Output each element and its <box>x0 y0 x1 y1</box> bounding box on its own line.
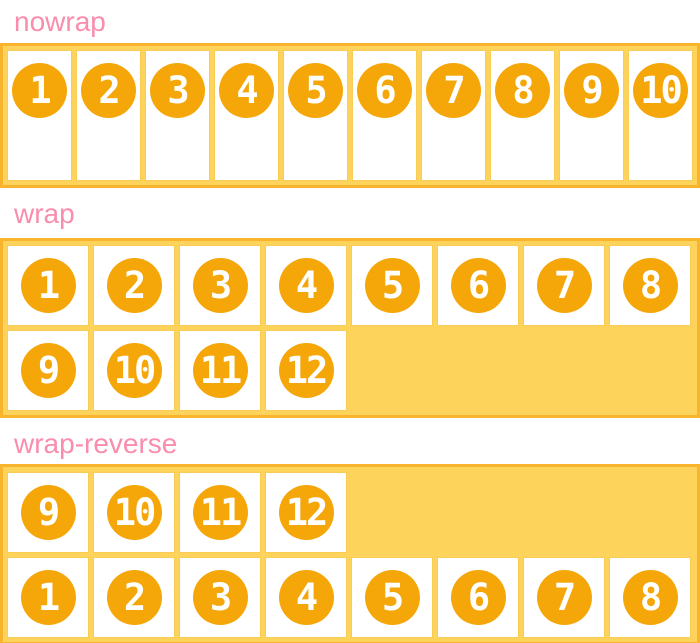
section-label-wrap-reverse: wrap-reverse <box>14 428 178 459</box>
item-number-circle: 4 <box>219 63 274 118</box>
item-number-circle: 9 <box>20 343 76 398</box>
flex-item-box: 7 <box>523 557 605 638</box>
section-nowrap: nowrap 1 2 3 4 5 6 7 8 9 10 <box>0 6 700 188</box>
section-wrap-reverse: wrap-reverse 1 2 3 4 5 6 7 8 9 10 11 12 <box>0 428 700 643</box>
item-number-circle: 12 <box>278 485 334 540</box>
flex-item-box: 2 <box>93 557 175 638</box>
flex-item-box: 2 <box>93 245 175 326</box>
item-number-circle: 3 <box>150 63 205 118</box>
flex-item-box: 12 <box>265 330 347 411</box>
flex-item-box: 11 <box>179 330 261 411</box>
section-label-nowrap: nowrap <box>14 6 106 37</box>
flex-item-box: 4 <box>265 557 347 638</box>
item-number-circle: 8 <box>622 570 678 625</box>
flex-item-box: 6 <box>437 245 519 326</box>
flex-item-box: 7 <box>523 245 605 326</box>
flex-item-box: 4 <box>265 245 347 326</box>
item-number-circle: 6 <box>450 570 506 625</box>
item-number-circle: 1 <box>20 570 76 625</box>
flex-item-box: 9 <box>559 50 624 181</box>
item-number-circle: 6 <box>357 63 412 118</box>
flex-item-box: 2 <box>76 50 141 181</box>
item-number-circle: 3 <box>192 570 248 625</box>
section-wrap: wrap 1 2 3 4 5 6 7 8 9 10 11 12 <box>0 198 700 418</box>
flex-item-box: 10 <box>93 330 175 411</box>
flex-item-box: 8 <box>609 245 691 326</box>
item-number-circle: 8 <box>622 258 678 313</box>
item-number-circle: 10 <box>106 485 162 540</box>
item-number-circle: 10 <box>106 343 162 398</box>
flex-item-box: 8 <box>609 557 691 638</box>
flex-item-box: 3 <box>145 50 210 181</box>
item-number-circle: 8 <box>495 63 550 118</box>
flex-item-box: 5 <box>351 245 433 326</box>
item-number-circle: 5 <box>288 63 343 118</box>
flex-item-box: 11 <box>179 472 261 553</box>
item-number-circle: 9 <box>20 485 76 540</box>
item-number-circle: 2 <box>106 258 162 313</box>
flex-item-box: 3 <box>179 557 261 638</box>
item-number-circle: 1 <box>20 258 76 313</box>
item-number-circle: 7 <box>536 258 592 313</box>
item-number-circle: 2 <box>81 63 136 118</box>
item-number-circle: 4 <box>278 570 334 625</box>
flex-container-nowrap: 1 2 3 4 5 6 7 8 9 10 <box>0 43 700 188</box>
item-number-circle: 12 <box>278 343 334 398</box>
item-number-circle: 5 <box>364 570 420 625</box>
item-number-circle: 1 <box>12 63 67 118</box>
flex-container-wrap-reverse: 1 2 3 4 5 6 7 8 9 10 11 12 <box>0 464 700 643</box>
flex-item-box: 1 <box>7 557 89 638</box>
flex-item-box: 10 <box>628 50 693 181</box>
flex-item-box: 6 <box>437 557 519 638</box>
flex-item-box: 9 <box>7 472 89 553</box>
flex-container-wrap: 1 2 3 4 5 6 7 8 9 10 11 12 <box>0 238 700 418</box>
flex-item-box: 1 <box>7 245 89 326</box>
item-number-circle: 4 <box>278 258 334 313</box>
item-number-circle: 7 <box>426 63 481 118</box>
flex-item-box: 3 <box>179 245 261 326</box>
section-label-wrap: wrap <box>14 198 75 229</box>
flex-item-box: 7 <box>421 50 486 181</box>
item-number-circle: 3 <box>192 258 248 313</box>
flex-item-box: 5 <box>283 50 348 181</box>
flex-item-box: 1 <box>7 50 72 181</box>
item-number-circle: 2 <box>106 570 162 625</box>
flex-item-box: 8 <box>490 50 555 181</box>
flex-item-box: 6 <box>352 50 417 181</box>
item-number-circle: 6 <box>450 258 506 313</box>
flex-item-box: 9 <box>7 330 89 411</box>
item-number-circle: 11 <box>192 343 248 398</box>
item-number-circle: 7 <box>536 570 592 625</box>
flex-item-box: 4 <box>214 50 279 181</box>
item-number-circle: 9 <box>564 63 619 118</box>
flex-item-box: 5 <box>351 557 433 638</box>
item-number-circle: 5 <box>364 258 420 313</box>
item-number-circle: 11 <box>192 485 248 540</box>
flex-item-box: 12 <box>265 472 347 553</box>
flex-item-box: 10 <box>93 472 175 553</box>
item-number-circle: 10 <box>633 63 688 118</box>
